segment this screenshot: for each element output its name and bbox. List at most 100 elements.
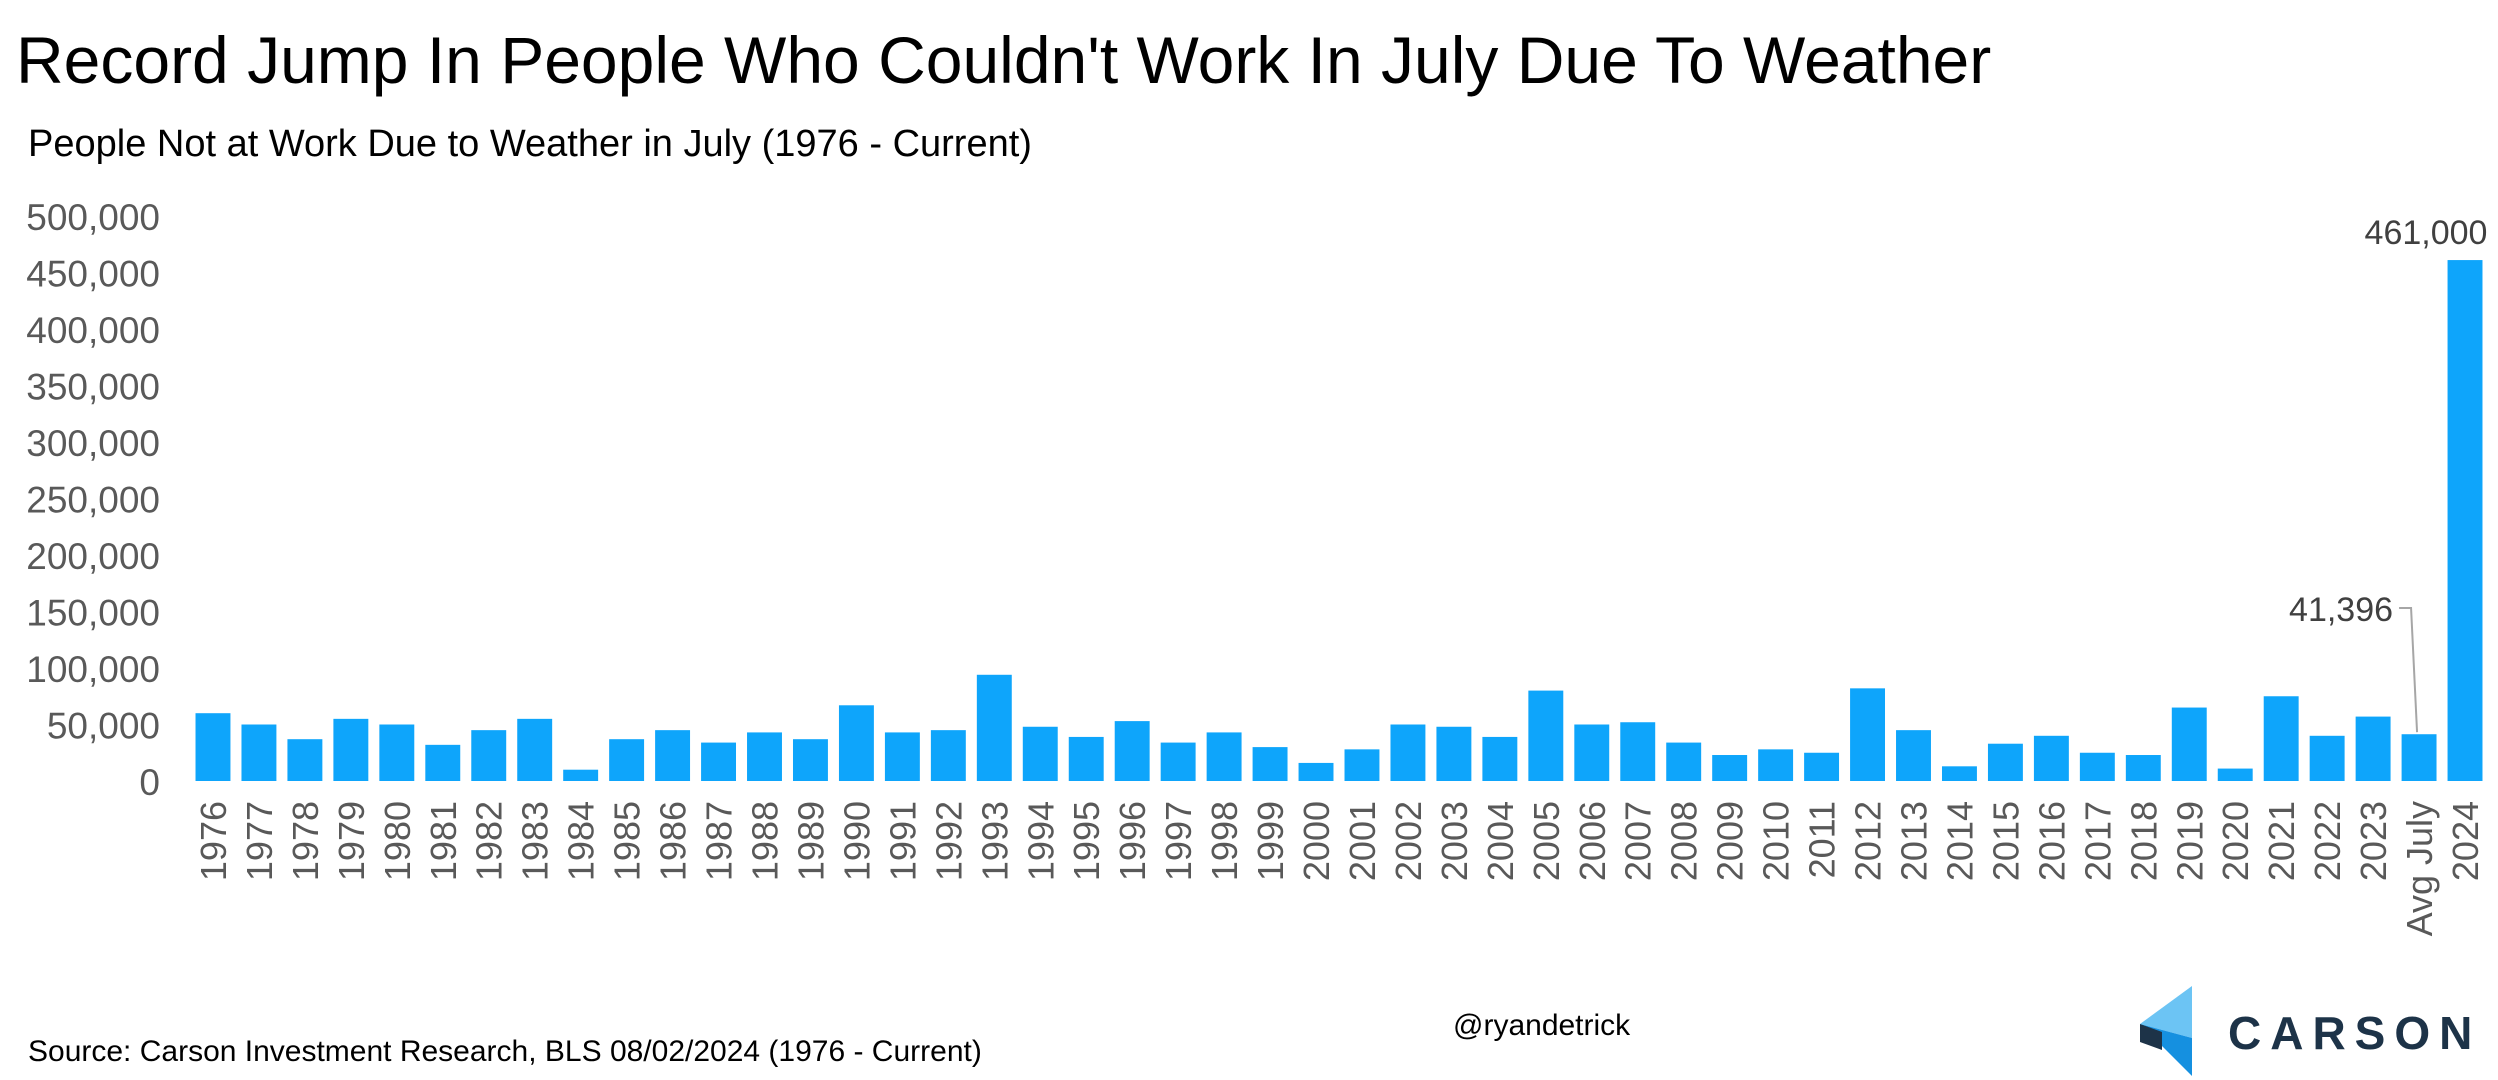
x-tick-label: 1976 xyxy=(193,801,234,881)
x-tick-label: 2016 xyxy=(2031,801,2072,881)
x-tick-label: 2007 xyxy=(1618,801,1659,881)
x-tick-label: 2012 xyxy=(1848,801,1889,881)
x-tick-label: 2022 xyxy=(2307,801,2348,881)
bar xyxy=(2309,735,2345,781)
x-tick-label: 1980 xyxy=(377,801,418,881)
chart-title: Record Jump In People Who Couldn't Work … xyxy=(16,23,1992,97)
bar xyxy=(2125,755,2161,781)
logo-text: CARSON xyxy=(2228,1007,2482,1059)
carson-chevron-logo-icon xyxy=(2140,986,2192,1076)
x-tick-label: 1999 xyxy=(1250,801,1291,881)
x-tick-label: 2017 xyxy=(2077,801,2118,881)
y-tick-label: 400,000 xyxy=(26,310,160,351)
y-tick-label: 200,000 xyxy=(26,536,160,577)
x-tick-label: 2009 xyxy=(1710,801,1751,881)
y-tick-label: 100,000 xyxy=(26,649,160,690)
author-handle: @ryandetrick xyxy=(1453,1009,1631,1042)
bar xyxy=(2355,716,2391,781)
bar xyxy=(1666,742,1702,781)
bar xyxy=(1804,752,1840,781)
y-tick-label: 450,000 xyxy=(26,254,160,295)
bar xyxy=(1436,726,1472,781)
bar xyxy=(1206,732,1242,781)
bar xyxy=(792,739,828,781)
source-note: Source: Carson Investment Research, BLS … xyxy=(28,1035,982,1068)
x-tick-label: 1977 xyxy=(239,801,280,881)
x-tick-label: 2015 xyxy=(1985,801,2026,881)
bar xyxy=(2447,260,2483,781)
x-tick-label: 1985 xyxy=(607,801,648,881)
x-tick-label: 2008 xyxy=(1664,801,1705,881)
y-tick-label: 0 xyxy=(139,762,160,803)
bar xyxy=(609,739,645,781)
x-tick-label: 2019 xyxy=(2169,801,2210,881)
bar xyxy=(1620,722,1656,781)
bar xyxy=(241,724,277,781)
bar xyxy=(1252,747,1288,781)
bar xyxy=(333,718,369,781)
bar xyxy=(1758,749,1794,781)
bar xyxy=(930,730,966,781)
x-tick-label: 1990 xyxy=(836,801,877,881)
bar xyxy=(1114,721,1150,781)
bar xyxy=(2401,734,2437,781)
bar xyxy=(1482,736,1518,781)
x-tick-label: 2003 xyxy=(1434,801,1475,881)
x-tick-label: 1991 xyxy=(882,801,923,881)
x-tick-label: 1983 xyxy=(515,801,556,881)
bar xyxy=(655,730,691,781)
bar xyxy=(2263,696,2299,781)
bar xyxy=(1896,730,1931,781)
bar xyxy=(747,732,782,781)
y-tick-label: 150,000 xyxy=(26,593,160,634)
x-tick-label: 2013 xyxy=(1894,801,1935,881)
x-tick-label: Avg July xyxy=(2399,801,2440,936)
x-tick-label: 2001 xyxy=(1342,801,1383,881)
bar xyxy=(976,674,1012,781)
x-tick-label: 1981 xyxy=(423,801,464,881)
data-label: 461,000 xyxy=(2365,214,2488,252)
y-tick-label: 350,000 xyxy=(26,367,160,408)
x-tick-label: 1996 xyxy=(1112,801,1153,881)
bar xyxy=(195,713,231,781)
x-tick-label: 1998 xyxy=(1204,801,1245,881)
x-tick-label: 1982 xyxy=(469,801,510,881)
bar xyxy=(2033,735,2069,781)
x-tick-label: 2023 xyxy=(2353,801,2394,881)
bar xyxy=(1987,743,2023,781)
bar xyxy=(1850,688,1886,781)
y-tick-label: 300,000 xyxy=(26,423,160,464)
x-tick-label: 1995 xyxy=(1066,801,1107,881)
bar xyxy=(884,732,920,781)
x-tick-label: 1992 xyxy=(928,801,969,881)
bar xyxy=(1528,690,1564,781)
bar xyxy=(2217,768,2253,781)
x-tick-label: 1978 xyxy=(285,801,326,881)
bar xyxy=(1390,724,1426,781)
bar xyxy=(471,730,507,781)
data-label-leader-line xyxy=(2399,607,2419,733)
x-tick-label: 1986 xyxy=(653,801,694,881)
y-tick-label: 250,000 xyxy=(26,480,160,521)
x-tick-label: 2010 xyxy=(1756,801,1797,881)
bar xyxy=(1712,755,1748,781)
data-label: 41,396 xyxy=(2289,591,2393,629)
carson-logo: CARSON xyxy=(2140,986,2480,1076)
bar xyxy=(379,724,415,781)
x-tick-label: 2000 xyxy=(1296,801,1337,881)
bar xyxy=(1160,742,1196,781)
bar xyxy=(517,718,553,781)
bar xyxy=(1344,749,1380,781)
bar xyxy=(1298,762,1334,781)
bar xyxy=(425,744,461,781)
x-tick-label: 1979 xyxy=(331,801,372,881)
x-tick-label: 1994 xyxy=(1020,801,1061,881)
bar xyxy=(2171,707,2207,781)
x-tick-label: 1987 xyxy=(699,801,740,881)
bar xyxy=(563,769,599,781)
x-tick-label: 1993 xyxy=(974,801,1015,881)
x-tick-label: 2004 xyxy=(1480,801,1521,881)
x-tick-label: 2005 xyxy=(1526,801,1567,881)
bar xyxy=(287,739,323,781)
